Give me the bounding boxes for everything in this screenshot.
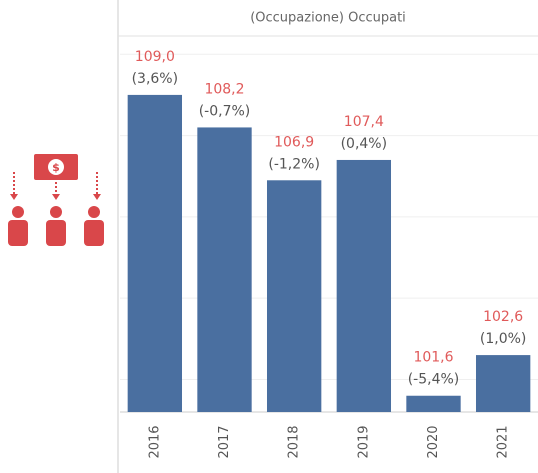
x-tick-label: 2018: [287, 425, 302, 458]
change-label: (0,4%): [341, 136, 388, 152]
x-tick-label: 2020: [426, 425, 441, 458]
change-label: (-5,4%): [408, 372, 460, 388]
change-label: (-1,2%): [268, 156, 320, 172]
value-label: 102,6: [483, 309, 523, 325]
value-label: 109,0: [135, 49, 175, 65]
change-label: (3,6%): [132, 71, 179, 87]
bar: [197, 127, 252, 412]
svg-text:$: $: [52, 161, 60, 174]
x-tick-label: 2019: [356, 425, 371, 458]
bar: [406, 395, 461, 412]
x-tick-label: 2021: [496, 425, 511, 458]
value-label: 107,4: [344, 114, 384, 130]
chart-title: (Occupazione) Occupati: [250, 11, 406, 26]
bar: [336, 159, 392, 412]
x-tick-label: 2017: [217, 425, 232, 458]
value-label: 101,6: [413, 350, 453, 366]
bar: [127, 94, 183, 413]
bar: [266, 180, 322, 412]
icon: $: [8, 154, 104, 246]
value-label: 106,9: [274, 134, 314, 150]
x-tick-label: 2016: [147, 425, 162, 458]
value-label: 108,2: [204, 81, 244, 97]
change-label: (-0,7%): [199, 103, 251, 119]
change-label: (1,0%): [480, 331, 527, 347]
bar: [475, 355, 531, 412]
